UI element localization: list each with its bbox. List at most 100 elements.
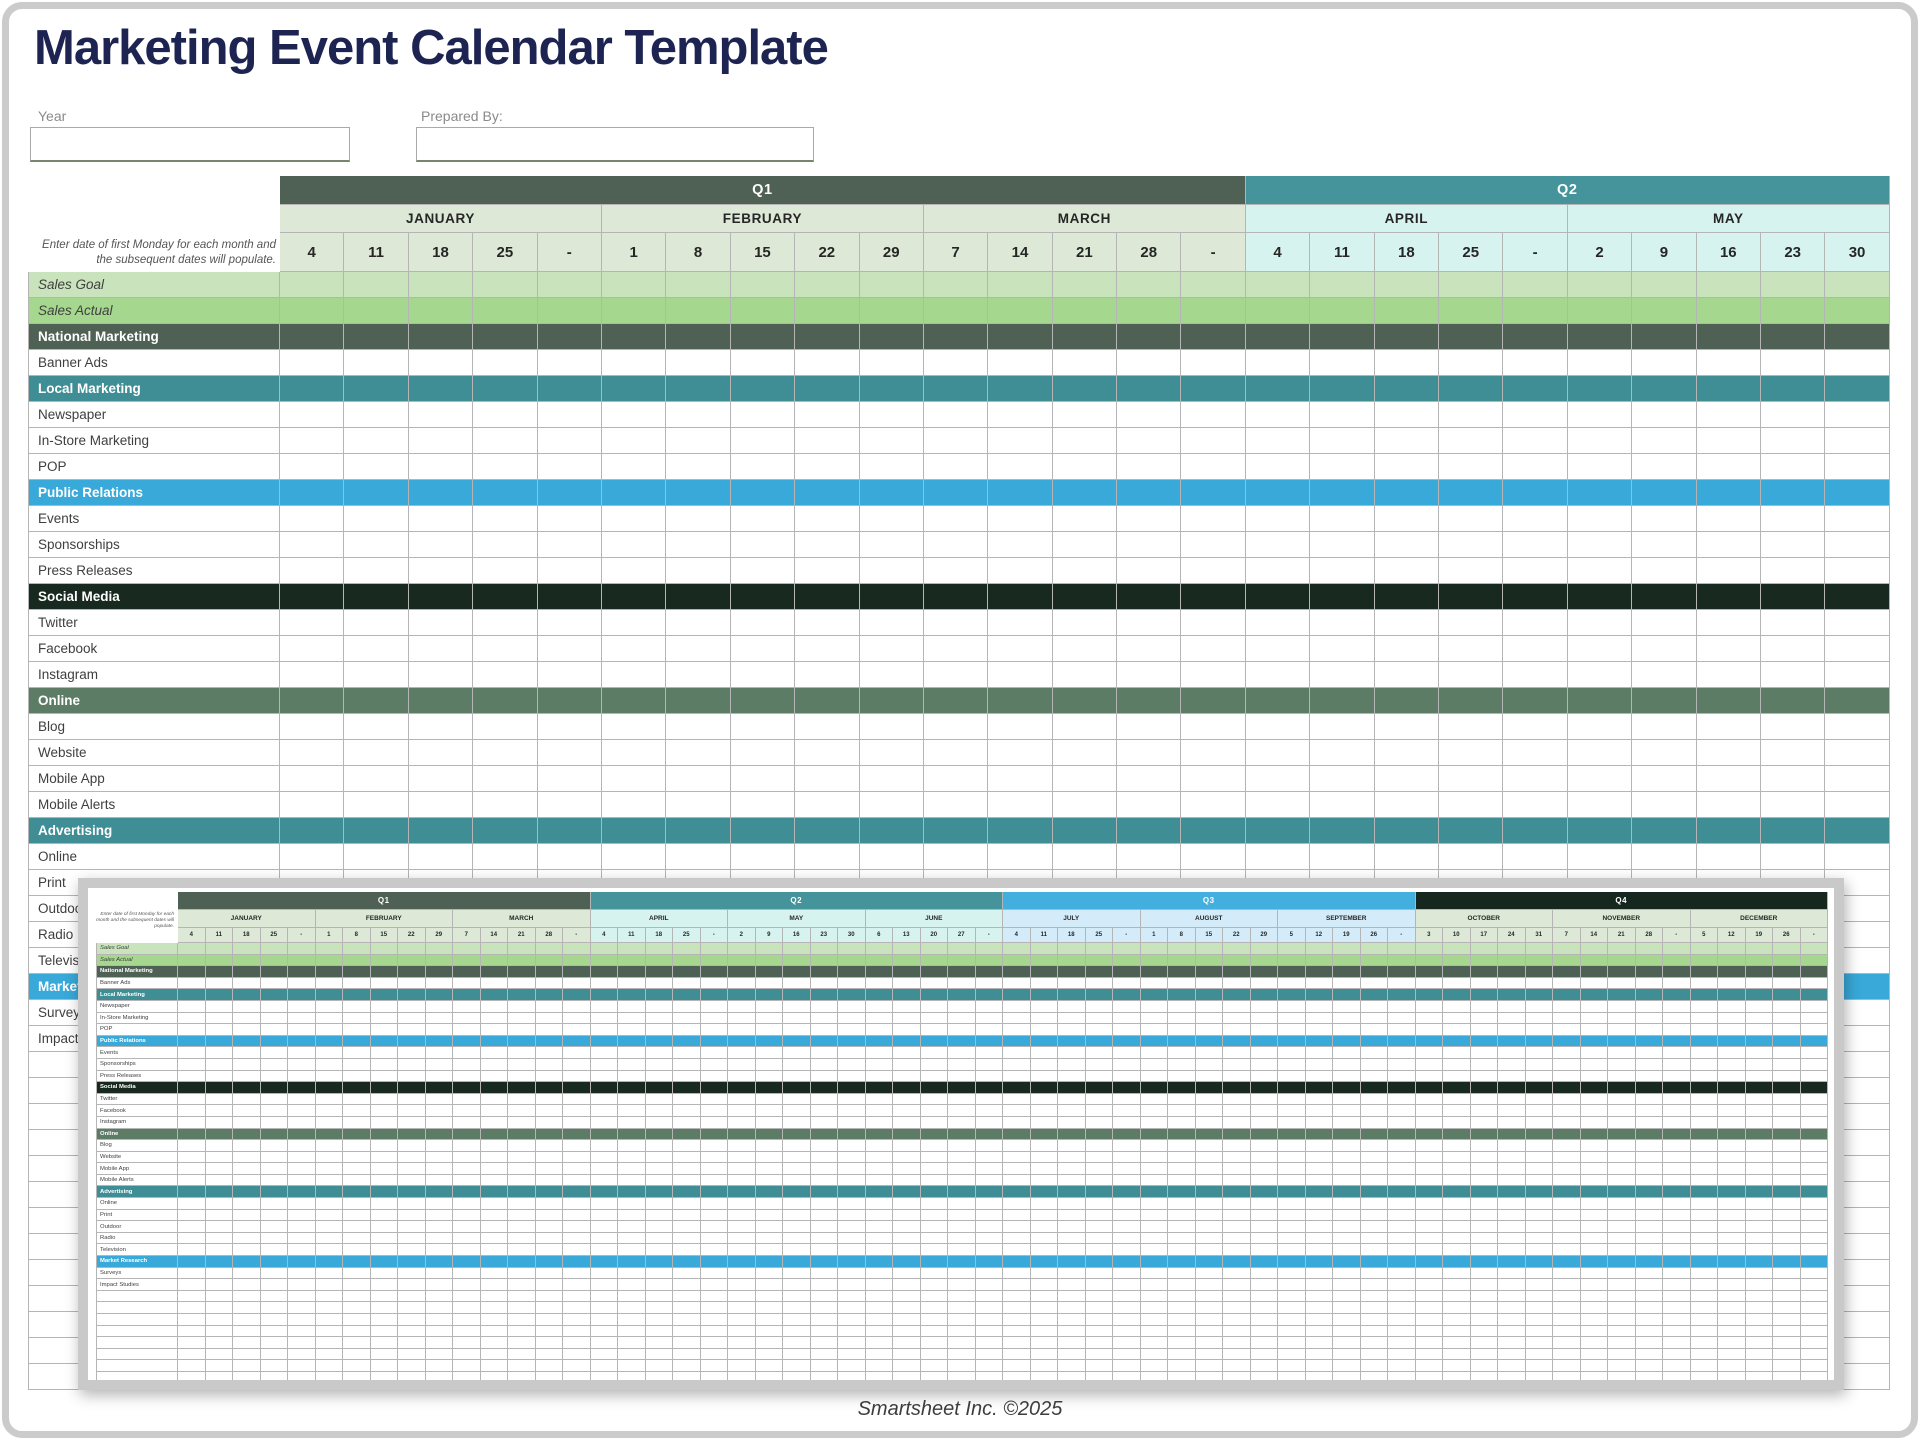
calendar-cell[interactable] <box>1052 766 1118 792</box>
calendar-cell[interactable] <box>473 350 538 376</box>
calendar-cell[interactable] <box>601 714 667 740</box>
calendar-cell[interactable] <box>1825 506 1890 532</box>
calendar-cell[interactable] <box>1503 532 1568 558</box>
calendar-cell[interactable] <box>795 636 860 662</box>
calendar-cell[interactable] <box>1567 402 1633 428</box>
calendar-cell[interactable] <box>795 792 860 818</box>
calendar-cell[interactable] <box>537 532 602 558</box>
calendar-cell[interactable] <box>1632 610 1697 636</box>
calendar-cell[interactable] <box>1503 324 1568 350</box>
calendar-cell[interactable] <box>344 610 409 636</box>
calendar-cell[interactable] <box>473 480 538 506</box>
calendar-cell[interactable] <box>923 714 989 740</box>
calendar-cell[interactable] <box>1567 766 1633 792</box>
calendar-cell[interactable] <box>1439 376 1504 402</box>
calendar-cell[interactable] <box>1632 428 1697 454</box>
calendar-cell[interactable] <box>1760 636 1826 662</box>
calendar-cell[interactable] <box>280 688 345 714</box>
calendar-cell[interactable] <box>1567 532 1633 558</box>
calendar-cell[interactable] <box>344 506 409 532</box>
calendar-cell[interactable] <box>1374 402 1440 428</box>
calendar-cell[interactable] <box>1825 740 1890 766</box>
calendar-cell[interactable] <box>1696 272 1761 298</box>
calendar-cell[interactable] <box>1439 818 1504 844</box>
calendar-cell[interactable] <box>1567 454 1633 480</box>
calendar-cell[interactable] <box>1825 714 1890 740</box>
calendar-cell[interactable] <box>859 350 924 376</box>
calendar-cell[interactable] <box>1567 610 1633 636</box>
calendar-cell[interactable] <box>408 636 474 662</box>
calendar-cell[interactable] <box>408 376 474 402</box>
calendar-cell[interactable] <box>1117 428 1182 454</box>
calendar-cell[interactable] <box>859 428 924 454</box>
calendar-cell[interactable] <box>1245 688 1311 714</box>
calendar-cell[interactable] <box>1245 506 1311 532</box>
calendar-cell[interactable] <box>859 558 924 584</box>
calendar-cell[interactable] <box>601 662 667 688</box>
calendar-cell[interactable] <box>1374 792 1440 818</box>
calendar-cell[interactable] <box>923 766 989 792</box>
calendar-cell[interactable] <box>537 350 602 376</box>
calendar-cell[interactable] <box>666 662 731 688</box>
calendar-cell[interactable] <box>1760 350 1826 376</box>
calendar-cell[interactable] <box>1374 480 1440 506</box>
calendar-cell[interactable] <box>1310 584 1375 610</box>
calendar-cell[interactable] <box>344 428 409 454</box>
calendar-cell[interactable] <box>859 844 924 870</box>
calendar-cell[interactable] <box>1117 844 1182 870</box>
calendar-cell[interactable] <box>1310 766 1375 792</box>
calendar-cell[interactable] <box>408 350 474 376</box>
calendar-cell[interactable] <box>795 844 860 870</box>
calendar-cell[interactable] <box>1310 350 1375 376</box>
calendar-cell[interactable] <box>1503 636 1568 662</box>
calendar-cell[interactable] <box>1503 376 1568 402</box>
calendar-cell[interactable] <box>730 662 796 688</box>
calendar-cell[interactable] <box>1825 688 1890 714</box>
calendar-cell[interactable] <box>1052 610 1118 636</box>
calendar-cell[interactable] <box>1052 714 1118 740</box>
calendar-cell[interactable] <box>988 818 1053 844</box>
calendar-cell[interactable] <box>666 792 731 818</box>
calendar-cell[interactable] <box>730 324 796 350</box>
calendar-cell[interactable] <box>666 298 731 324</box>
calendar-cell[interactable] <box>1503 662 1568 688</box>
calendar-cell[interactable] <box>1760 324 1826 350</box>
calendar-cell[interactable] <box>344 454 409 480</box>
calendar-cell[interactable] <box>601 636 667 662</box>
calendar-cell[interactable] <box>1117 662 1182 688</box>
calendar-cell[interactable] <box>1503 454 1568 480</box>
calendar-cell[interactable] <box>1310 610 1375 636</box>
calendar-cell[interactable] <box>1245 428 1311 454</box>
calendar-cell[interactable] <box>1245 766 1311 792</box>
prepared-by-input[interactable] <box>416 127 814 162</box>
calendar-cell[interactable] <box>344 298 409 324</box>
calendar-cell[interactable] <box>1245 610 1311 636</box>
calendar-cell[interactable] <box>1117 766 1182 792</box>
calendar-cell[interactable] <box>408 428 474 454</box>
calendar-cell[interactable] <box>859 584 924 610</box>
calendar-cell[interactable] <box>988 740 1053 766</box>
calendar-cell[interactable] <box>601 454 667 480</box>
calendar-cell[interactable] <box>1374 636 1440 662</box>
calendar-cell[interactable] <box>408 506 474 532</box>
calendar-cell[interactable] <box>988 298 1053 324</box>
calendar-cell[interactable] <box>280 324 345 350</box>
calendar-cell[interactable] <box>408 324 474 350</box>
calendar-cell[interactable] <box>1439 688 1504 714</box>
calendar-cell[interactable] <box>1567 324 1633 350</box>
calendar-cell[interactable] <box>344 350 409 376</box>
calendar-cell[interactable] <box>1439 454 1504 480</box>
calendar-cell[interactable] <box>666 272 731 298</box>
calendar-cell[interactable] <box>601 792 667 818</box>
calendar-cell[interactable] <box>988 714 1053 740</box>
calendar-cell[interactable] <box>923 610 989 636</box>
calendar-cell[interactable] <box>988 402 1053 428</box>
calendar-cell[interactable] <box>730 610 796 636</box>
calendar-cell[interactable] <box>1374 584 1440 610</box>
calendar-cell[interactable] <box>1760 714 1826 740</box>
calendar-cell[interactable] <box>1760 766 1826 792</box>
calendar-cell[interactable] <box>1503 740 1568 766</box>
calendar-cell[interactable] <box>1439 714 1504 740</box>
calendar-cell[interactable] <box>1310 636 1375 662</box>
calendar-cell[interactable] <box>1503 688 1568 714</box>
